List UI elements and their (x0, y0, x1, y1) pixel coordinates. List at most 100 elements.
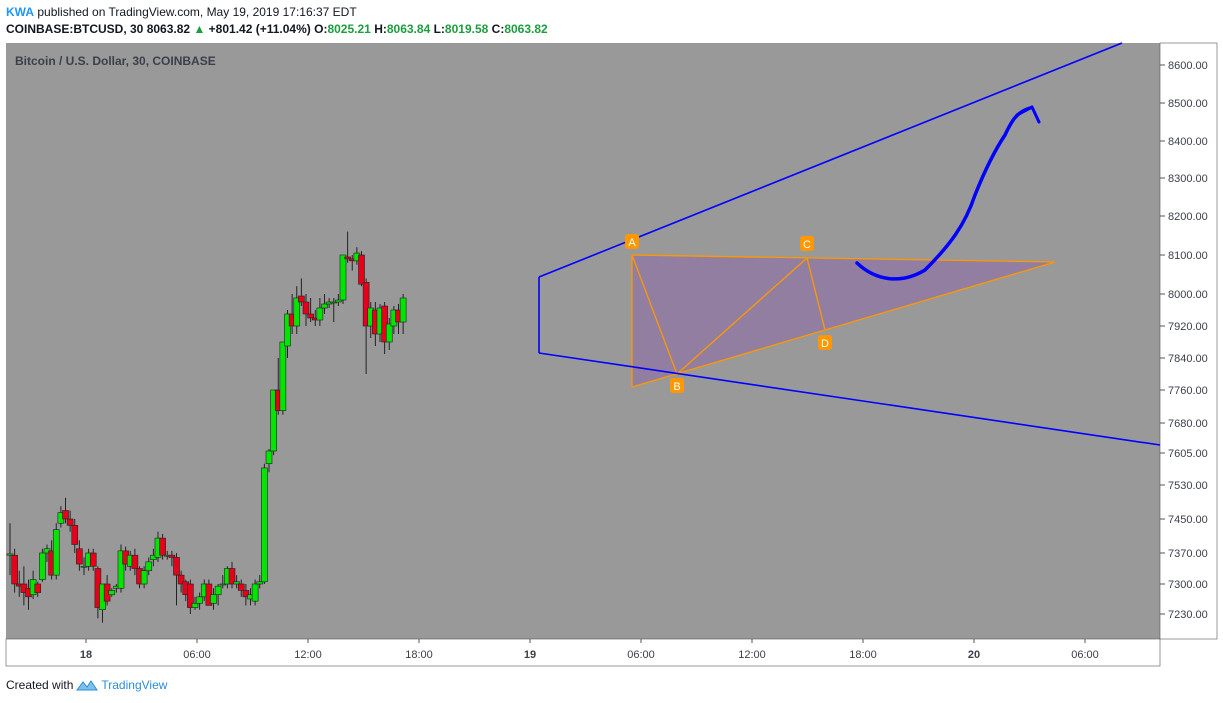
price-tick-label: 7450.00 (1168, 514, 1208, 526)
abcd-pattern-line[interactable] (631, 254, 826, 376)
point-label-d[interactable]: D (818, 335, 832, 350)
candle[interactable] (131, 548, 139, 576)
price-tick-label: 8500.00 (1168, 98, 1208, 110)
footer: Created with TradingView (6, 678, 167, 692)
projected-path-arrow[interactable] (855, 106, 1032, 281)
price-axis[interactable] (1159, 42, 1218, 640)
candle[interactable] (89, 548, 97, 571)
candle[interactable] (159, 533, 166, 560)
candle[interactable] (80, 557, 88, 576)
candle[interactable] (34, 581, 42, 597)
candle[interactable] (210, 588, 217, 610)
time-tick-label: 06:00 (627, 649, 655, 661)
candle[interactable] (228, 561, 236, 589)
tradingview-logo-icon[interactable] (76, 679, 99, 691)
candle[interactable] (321, 294, 328, 314)
candle[interactable] (66, 510, 74, 532)
candle-body (242, 590, 250, 598)
point-label-b[interactable]: B (670, 378, 684, 393)
candle[interactable] (251, 579, 259, 606)
candle[interactable] (76, 540, 83, 571)
candle[interactable] (293, 286, 301, 334)
price-tick-label: 8600.00 (1168, 60, 1208, 72)
candle-body (261, 467, 268, 583)
candle[interactable] (358, 251, 365, 287)
price-tick-label: 7300.00 (1168, 579, 1208, 591)
point-label-c[interactable]: C (800, 236, 814, 251)
low-value: 8019.58 (444, 22, 489, 36)
candle[interactable] (256, 575, 264, 589)
candle[interactable] (191, 596, 199, 610)
candle[interactable] (284, 310, 291, 358)
candle[interactable] (339, 254, 347, 304)
candle[interactable] (145, 557, 153, 576)
plot-area[interactable] (6, 43, 1160, 639)
candle[interactable] (279, 341, 287, 415)
ohlc-summary: COINBASE:BTCUSD, 30 8063.82 ▲ +801.42 (+… (6, 22, 548, 36)
candle[interactable] (173, 553, 180, 606)
candle[interactable] (335, 294, 342, 306)
candle[interactable] (177, 570, 185, 593)
candle[interactable] (302, 294, 310, 326)
time-tick-label: 18 (80, 649, 92, 661)
high-value: 8063.84 (386, 22, 431, 36)
price-tick-label: 7840.00 (1168, 353, 1208, 365)
close-value: 8063.82 (504, 22, 548, 36)
candle[interactable] (62, 497, 69, 524)
triangle-lower-line[interactable] (631, 261, 1056, 388)
candle[interactable] (385, 318, 393, 350)
open-label: O: (314, 22, 328, 36)
candle[interactable] (316, 298, 324, 326)
candle[interactable] (117, 544, 125, 593)
candle-body (117, 550, 125, 589)
candle[interactable] (298, 278, 305, 306)
candle-body (6, 553, 14, 556)
candle-body (168, 554, 176, 558)
candle[interactable] (6, 523, 14, 576)
candle-body (214, 585, 222, 596)
candle[interactable] (140, 566, 148, 589)
candle[interactable] (330, 298, 338, 322)
candle[interactable] (11, 548, 18, 593)
candle-body (307, 313, 314, 319)
triangle-pattern-fill (632, 255, 1055, 387)
candle-body (140, 570, 148, 585)
channel-lower-trendline[interactable] (538, 352, 1161, 446)
candle[interactable] (265, 449, 273, 473)
candle-body (358, 254, 365, 285)
candle[interactable] (261, 463, 268, 584)
time-tick-label: 18:00 (405, 649, 433, 661)
author-name[interactable]: KWA (6, 5, 34, 19)
low-label: L: (433, 22, 445, 36)
candle[interactable] (399, 294, 407, 334)
point-label-a[interactable]: A (625, 234, 639, 249)
candle[interactable] (344, 231, 351, 263)
candle[interactable] (362, 278, 370, 374)
candle[interactable] (108, 588, 116, 597)
candle[interactable] (270, 389, 277, 456)
candle[interactable] (233, 575, 240, 589)
candle[interactable] (168, 550, 176, 567)
candle[interactable] (71, 519, 79, 553)
candle[interactable] (237, 579, 245, 597)
candle[interactable] (242, 584, 250, 606)
candle[interactable] (219, 575, 227, 589)
candle-body (39, 552, 46, 580)
candle[interactable] (187, 579, 194, 614)
time-tick-label: 06:00 (1071, 649, 1099, 661)
candle-body (210, 594, 217, 604)
candle-body (196, 596, 203, 604)
candle[interactable] (39, 548, 46, 582)
candle[interactable] (52, 523, 60, 580)
candle-body (284, 313, 291, 347)
candle[interactable] (214, 584, 222, 606)
candle-body (228, 568, 236, 585)
tradingview-link[interactable]: TradingView (101, 678, 168, 692)
candle[interactable] (307, 298, 314, 322)
price-tick-label: 7605.00 (1168, 448, 1208, 460)
price-tick-label: 8100.00 (1168, 250, 1208, 262)
candle-body (362, 281, 370, 327)
candle[interactable] (196, 592, 203, 610)
time-axis[interactable] (5, 638, 1161, 667)
